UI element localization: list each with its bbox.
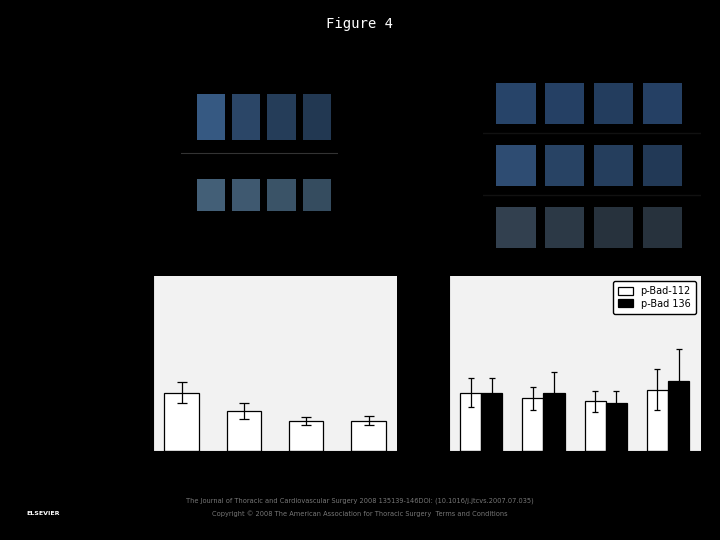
Bar <box>522 399 544 451</box>
Bar <box>544 393 564 451</box>
Text: Figure 4: Figure 4 <box>326 17 394 31</box>
Bar <box>668 381 689 451</box>
Text: Total BAD: Total BAD <box>439 223 480 232</box>
Text: Total Bcl₂: Total Bcl₂ <box>139 187 177 196</box>
Bar <box>460 393 481 451</box>
Text: 6.2: 6.2 <box>656 267 669 276</box>
Bar <box>303 179 331 211</box>
Bar <box>227 411 261 451</box>
Bar <box>303 94 331 139</box>
Text: D: D <box>404 461 415 475</box>
Text: ELSEVIER: ELSEVIER <box>26 511 60 516</box>
Text: B: B <box>404 251 415 265</box>
Text: P-Bcl₂-70: P-Bcl₂-70 <box>140 106 177 114</box>
Bar <box>545 207 585 248</box>
Bar <box>197 179 225 211</box>
Text: Con: Con <box>203 244 219 253</box>
Text: P-BAD136: P-BAD136 <box>438 161 480 170</box>
Text: A: A <box>102 251 112 265</box>
Bar <box>606 403 627 451</box>
Bar <box>289 421 323 451</box>
Bar <box>545 145 585 186</box>
Bar <box>496 207 536 248</box>
Bar <box>164 393 199 451</box>
Text: 6.5: 6.5 <box>275 244 288 253</box>
Text: 6.2: 6.2 <box>310 244 324 253</box>
Text: 7.2: 7.2 <box>558 267 572 276</box>
Bar <box>594 83 634 124</box>
Legend: p-Bad-112, p-Bad 136: p-Bad-112, p-Bad 136 <box>613 281 696 314</box>
Bar <box>481 393 503 451</box>
Text: The Journal of Thoracic and Cardiovascular Surgery 2008 135139-146DOI: (10.1016/: The Journal of Thoracic and Cardiovascul… <box>186 498 534 504</box>
Text: 6.5: 6.5 <box>607 267 621 276</box>
Bar <box>594 207 634 248</box>
Bar <box>545 83 585 124</box>
Bar <box>643 83 682 124</box>
Bar <box>647 390 668 451</box>
Bar <box>197 94 225 139</box>
Bar <box>232 179 261 211</box>
Bar <box>643 207 682 248</box>
Bar <box>643 145 682 186</box>
Bar <box>585 401 606 451</box>
Bar <box>268 179 296 211</box>
Y-axis label: Fold Change p-Bcl2-70/Bcl2: Fold Change p-Bcl2-70/Bcl2 <box>124 296 133 431</box>
Bar <box>594 145 634 186</box>
Bar <box>496 83 536 124</box>
Bar <box>232 94 261 139</box>
Text: Copyright © 2008 The American Association for Thoracic Surgery  Terms and Condit: Copyright © 2008 The American Associatio… <box>212 511 508 517</box>
Text: 7.2: 7.2 <box>240 244 253 253</box>
Text: P-BAD112: P-BAD112 <box>438 99 480 108</box>
Text: Con: Con <box>508 267 524 276</box>
Text: C: C <box>102 461 112 475</box>
Bar <box>268 94 296 139</box>
Bar <box>351 421 386 451</box>
Bar <box>496 145 536 186</box>
Y-axis label: Fold Change Phospho-Bad: Fold Change Phospho-Bad <box>419 300 428 427</box>
